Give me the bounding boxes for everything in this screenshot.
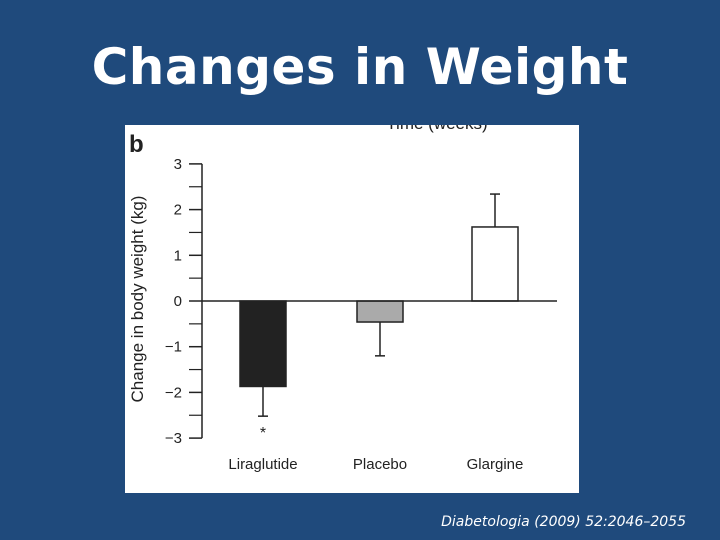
- clipped-heading: Time (weeks): [386, 125, 487, 133]
- significance-marker: *: [260, 425, 266, 442]
- bar-chart: Time (weeks) b Change in body weight (kg) 3…: [128, 125, 557, 473]
- citation: Diabetologia (2009) 52:2046–2055: [441, 514, 686, 530]
- y-tick-label: 0: [174, 293, 182, 310]
- y-tick-label: −1: [165, 339, 182, 356]
- figure-panel: Time (weeks) b Change in body weight (kg) 3…: [125, 125, 579, 493]
- x-category-label: Glargine: [467, 456, 524, 473]
- y-tick-label: 3: [174, 156, 182, 173]
- x-category-label: Liraglutide: [228, 456, 297, 473]
- panel-label: b: [129, 131, 144, 158]
- y-tick-label: 2: [174, 202, 182, 219]
- bar-glargine: [471, 226, 519, 302]
- bar-placebo: [356, 300, 404, 323]
- x-category-label: Placebo: [353, 456, 407, 473]
- y-tick-label: 1: [174, 247, 182, 264]
- y-axis-label: Change in body weight (kg): [128, 196, 147, 403]
- bar-liraglutide: [239, 300, 287, 388]
- y-tick-label: −3: [165, 430, 182, 447]
- slide-title: Changes in Weight: [91, 38, 629, 96]
- y-tick-label: −2: [165, 384, 182, 401]
